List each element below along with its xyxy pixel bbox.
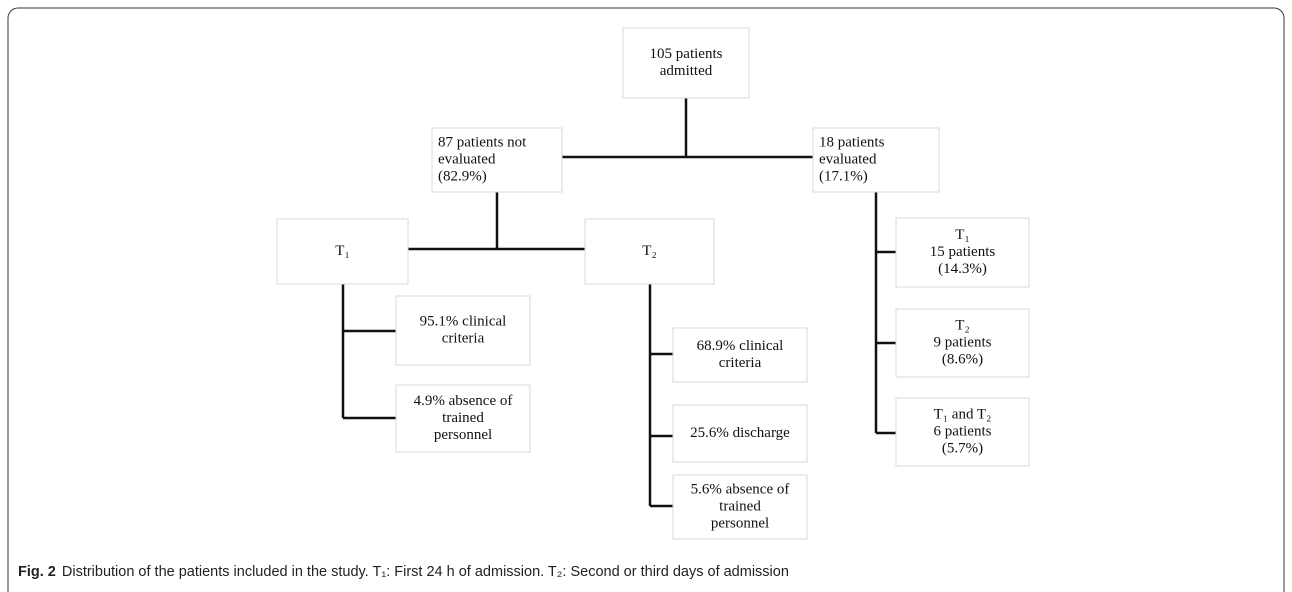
node-label: criteria [719,355,762,371]
caption: Fig. 2 Distribution of the patients inclu… [18,564,789,580]
node-label: 6 patients [934,423,992,439]
edge [648,284,673,508]
node-label: T₁ [335,243,349,259]
node-label: T₂ [642,243,656,259]
caption-label: Fig. 2 [18,564,56,580]
node-label: (14.3%) [938,261,987,277]
node-label: 68.9% clinical [697,338,784,354]
node-label: 105 patients [650,46,723,62]
node-box [431,127,563,193]
node-box [895,397,1030,467]
node-box [395,384,531,453]
node-label: T₁ [955,227,969,243]
node-label: 87 patients not [438,134,527,150]
node-label: (8.6%) [942,351,983,367]
edge [408,192,585,251]
node-box [672,404,808,463]
node-box [672,327,808,383]
node-box [672,474,808,540]
frame [7,7,1285,592]
node: T₁ and T₂6 patients(5.7%) [895,397,1030,467]
node-box [276,218,409,285]
edge [874,192,896,435]
node-box [895,217,1030,288]
node-box [622,27,750,99]
node-box [812,127,940,193]
node-label: admitted [660,63,713,79]
node-label: personnel [434,427,492,443]
edge [341,284,396,420]
node-label: personnel [711,515,769,531]
node-label: 95.1% clinical [420,313,507,329]
node: T₁ [276,218,409,285]
node-label: (5.7%) [942,440,983,456]
node-label: 25.6% discharge [690,425,790,441]
node-label: 4.9% absence of [414,393,513,409]
node: 25.6% discharge [672,404,808,463]
node-label: (17.1%) [819,168,868,184]
node-label: evaluated [438,151,496,167]
node-box [584,218,715,285]
node-label: 18 patients [819,134,885,150]
caption-text: Distribution of the patients included in… [62,564,789,580]
node-label: 5.6% absence of [691,481,790,497]
node-label: evaluated [819,151,877,167]
node-label: 15 patients [930,244,996,260]
node: T₂ [584,218,715,285]
node-label: T₁ and T₂ [934,406,992,422]
node: T₂9 patients(8.6%) [895,308,1030,378]
node-box [895,308,1030,378]
node-label: 9 patients [934,334,992,350]
node-label: criteria [442,330,485,346]
node-label: T₂ [955,317,969,333]
node-label: trained [442,410,484,426]
edge [562,98,813,159]
node-box [395,295,531,366]
node-label: (82.9%) [438,168,487,184]
node-label: trained [719,498,761,514]
edges [341,98,896,508]
